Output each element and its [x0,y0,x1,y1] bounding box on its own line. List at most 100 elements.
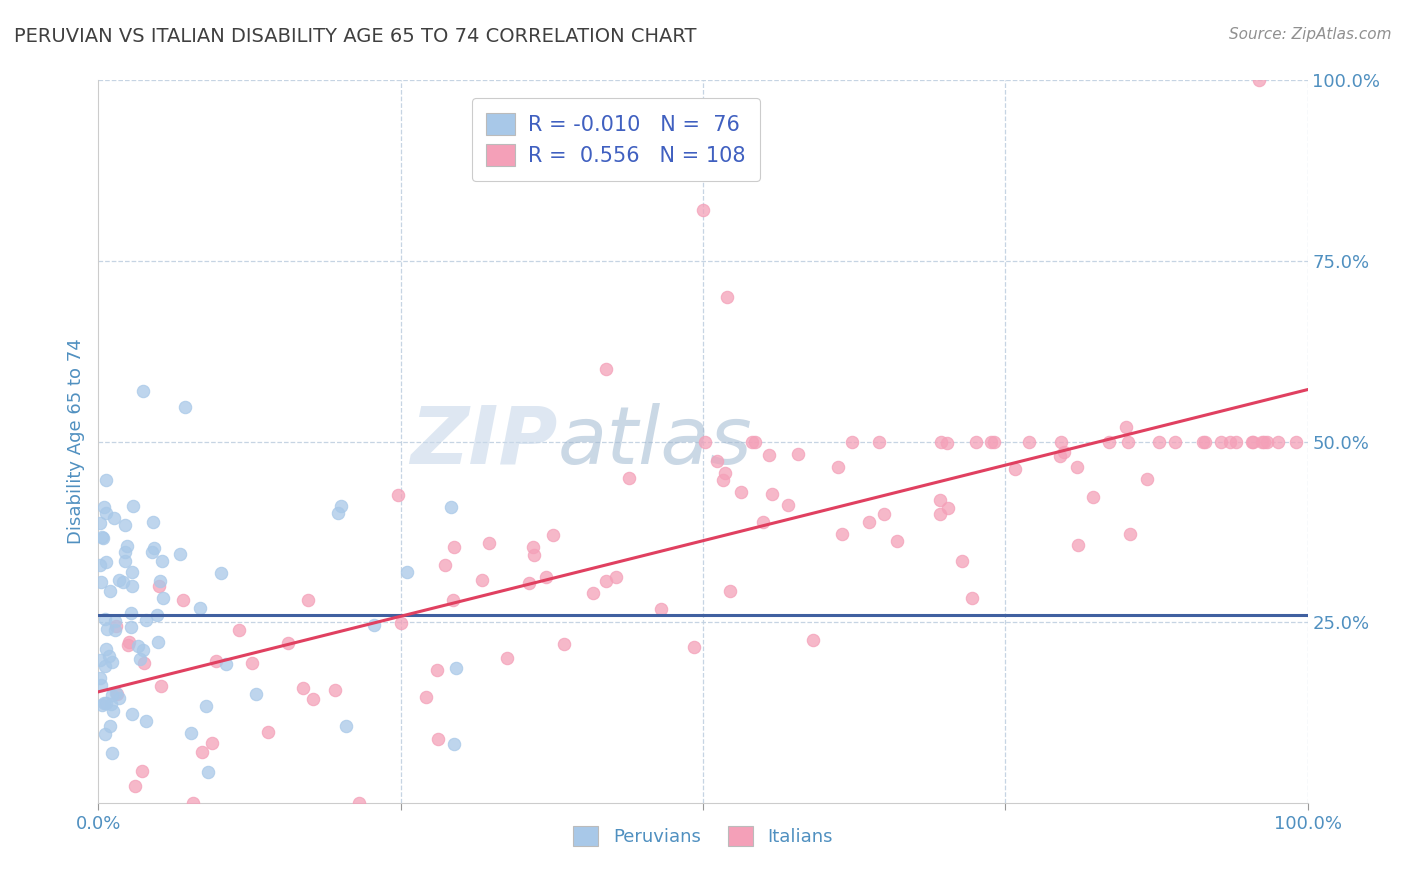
Point [148,634,170,648]
Point [444,660,467,674]
Point [582,586,605,600]
Point [693,434,716,449]
Text: Source: ZipAtlas.com: Source: ZipAtlas.com [1229,27,1392,42]
Point [131,764,153,778]
Point [90,574,112,589]
Point [426,663,449,677]
Point [714,466,737,480]
Point [118,635,141,649]
Point [595,362,617,376]
Point [1253,434,1275,449]
Point [1119,527,1142,541]
Point [349,796,371,810]
Point [132,384,155,398]
Point [1116,434,1139,449]
Point [114,545,136,559]
Point [706,454,728,468]
Point [1067,538,1090,552]
Point [1163,434,1185,449]
Point [929,508,952,522]
Point [93,612,115,626]
Point [741,434,763,449]
Point [152,554,174,568]
Point [426,731,449,746]
Point [105,687,128,701]
Point [181,796,204,810]
Point [89,653,111,667]
Point [104,615,127,629]
Point [96,641,118,656]
Point [141,544,163,558]
Point [1066,460,1088,475]
Point [103,511,125,525]
Point [149,679,172,693]
Point [496,651,519,665]
Point [1256,434,1278,449]
Point [1240,434,1263,449]
Point [101,704,124,718]
Point [751,515,773,529]
Point [129,652,152,666]
Point [965,434,987,449]
Point [146,607,169,622]
Point [330,499,353,513]
Point [301,692,323,706]
Point [115,540,138,554]
Point [104,619,127,633]
Point [433,558,456,573]
Point [89,516,111,531]
Point [1249,73,1271,87]
Point [197,765,219,780]
Point [389,615,412,630]
Point [744,434,766,449]
Point [195,699,218,714]
Point [104,623,127,637]
Point [776,498,799,512]
Point [94,555,117,569]
Point [440,500,463,514]
Point [534,570,557,584]
Point [517,576,540,591]
Point [93,500,115,515]
Point [323,682,346,697]
Point [214,657,236,671]
Point [152,591,174,606]
Point [209,566,232,581]
Point [522,541,544,555]
Point [873,508,896,522]
Point [292,681,315,695]
Point [135,714,157,728]
Point [127,639,149,653]
Point [1194,434,1216,449]
Point [228,623,250,637]
Point [868,434,890,449]
Point [105,686,128,700]
Point [692,203,714,218]
Point [93,697,115,711]
Text: PERUVIAN VS ITALIAN DISABILITY AGE 65 TO 74 CORRELATION CHART: PERUVIAN VS ITALIAN DISABILITY AGE 65 TO… [14,27,696,45]
Point [1209,434,1232,449]
Point [1219,434,1241,449]
Point [523,548,546,562]
Point [121,606,143,620]
Point [121,499,143,513]
Point [886,534,908,549]
Point [108,573,131,587]
Point [1149,434,1171,449]
Point [553,637,575,651]
Point [100,689,122,703]
Point [1284,434,1306,449]
Point [983,434,1005,449]
Point [148,579,170,593]
Point [605,569,627,583]
Point [478,536,501,550]
Point [328,506,350,520]
Point [89,671,111,685]
Point [1049,434,1071,449]
Point [718,583,741,598]
Point [201,736,224,750]
Point [240,657,263,671]
Point [827,460,849,475]
Point [169,547,191,561]
Point [245,687,267,701]
